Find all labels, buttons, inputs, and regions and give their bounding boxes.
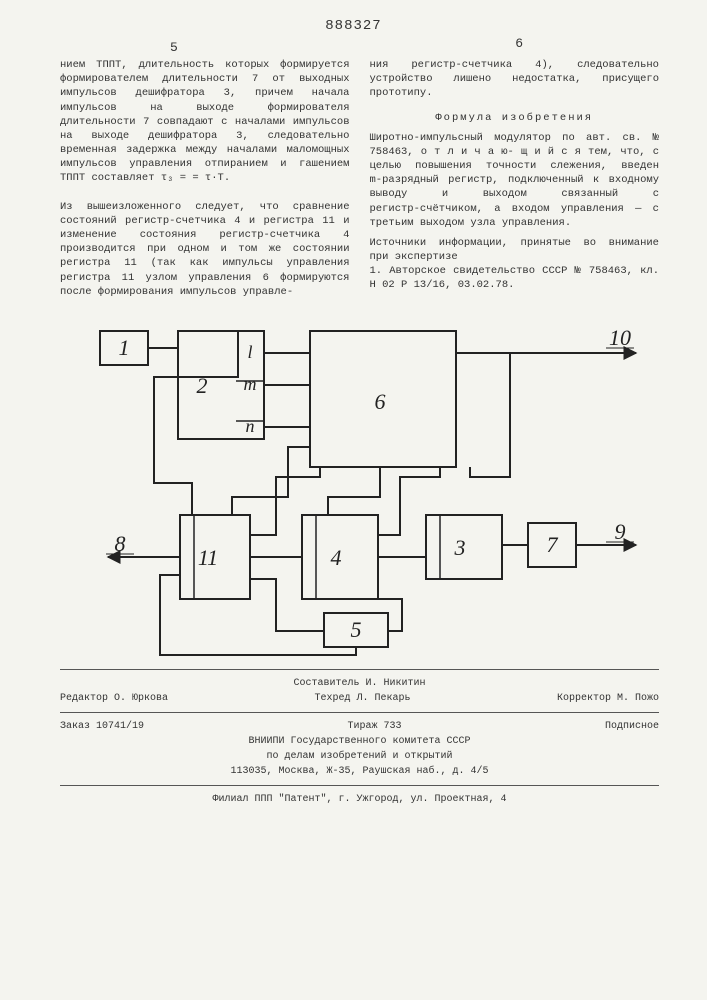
footer-tirazh: Тираж 733: [347, 719, 401, 734]
footer-signed: Подписное: [605, 719, 659, 734]
column-number-right: 6: [515, 36, 523, 51]
left-column-text: нием ТППТ, длительность которых формируе…: [60, 59, 350, 298]
sources-body: 1. Авторское свидетельство СССР № 758463…: [370, 264, 660, 292]
footer-branch: Филиал ППП "Патент", г. Ужгород, ул. Про…: [60, 792, 659, 807]
svg-text:n: n: [245, 416, 254, 436]
page: 888327 5 6 нием ТППТ, длительность котор…: [0, 0, 707, 1000]
footer-order: Заказ 10741/19: [60, 719, 144, 734]
footer-corrector: Корректор М. Пожо: [557, 691, 659, 706]
formula-heading: Формула изобретения: [370, 111, 660, 125]
right-column-top: ния регистр‑счетчика 4), следовательно у…: [370, 58, 660, 101]
svg-text:5: 5: [350, 617, 361, 642]
svg-text:8: 8: [114, 531, 125, 556]
svg-text:6: 6: [374, 389, 385, 414]
svg-text:4: 4: [330, 545, 341, 570]
text-columns: нием ТППТ, длительность которых формируе…: [60, 58, 659, 299]
svg-text:1: 1: [118, 335, 129, 360]
svg-text:10: 10: [609, 325, 631, 350]
block-diagram: 126114537lmn1089: [80, 317, 640, 657]
footer: Составитель И. Никитин Редактор О. Юрков…: [60, 669, 659, 807]
footer-compiler: Составитель И. Никитин: [60, 676, 659, 691]
svg-text:9: 9: [614, 519, 625, 544]
sources-heading: Источники информации, принятые во вниман…: [370, 236, 660, 264]
svg-text:m: m: [243, 374, 256, 394]
footer-org2: по делам изобретений и открытий: [60, 749, 659, 764]
svg-text:7: 7: [546, 532, 558, 557]
footer-editor: Редактор О. Юркова: [60, 691, 168, 706]
column-number-left: 5: [170, 40, 178, 55]
footer-org1: ВНИИПИ Государственного комитета СССР: [60, 734, 659, 749]
right-column: ния регистр‑счетчика 4), следовательно у…: [370, 58, 660, 299]
svg-text:l: l: [247, 342, 252, 362]
left-column: нием ТППТ, длительность которых формируе…: [60, 58, 350, 299]
document-number: 888327: [0, 18, 707, 34]
formula-body: Широтно‑импульсный модулятор по авт. св.…: [370, 131, 660, 230]
footer-tech: Техред Л. Пекарь: [314, 691, 410, 706]
svg-text:11: 11: [197, 545, 217, 570]
svg-text:3: 3: [453, 535, 465, 560]
footer-addr1: 113035, Москва, Ж‑35, Раушская наб., д. …: [60, 764, 659, 779]
